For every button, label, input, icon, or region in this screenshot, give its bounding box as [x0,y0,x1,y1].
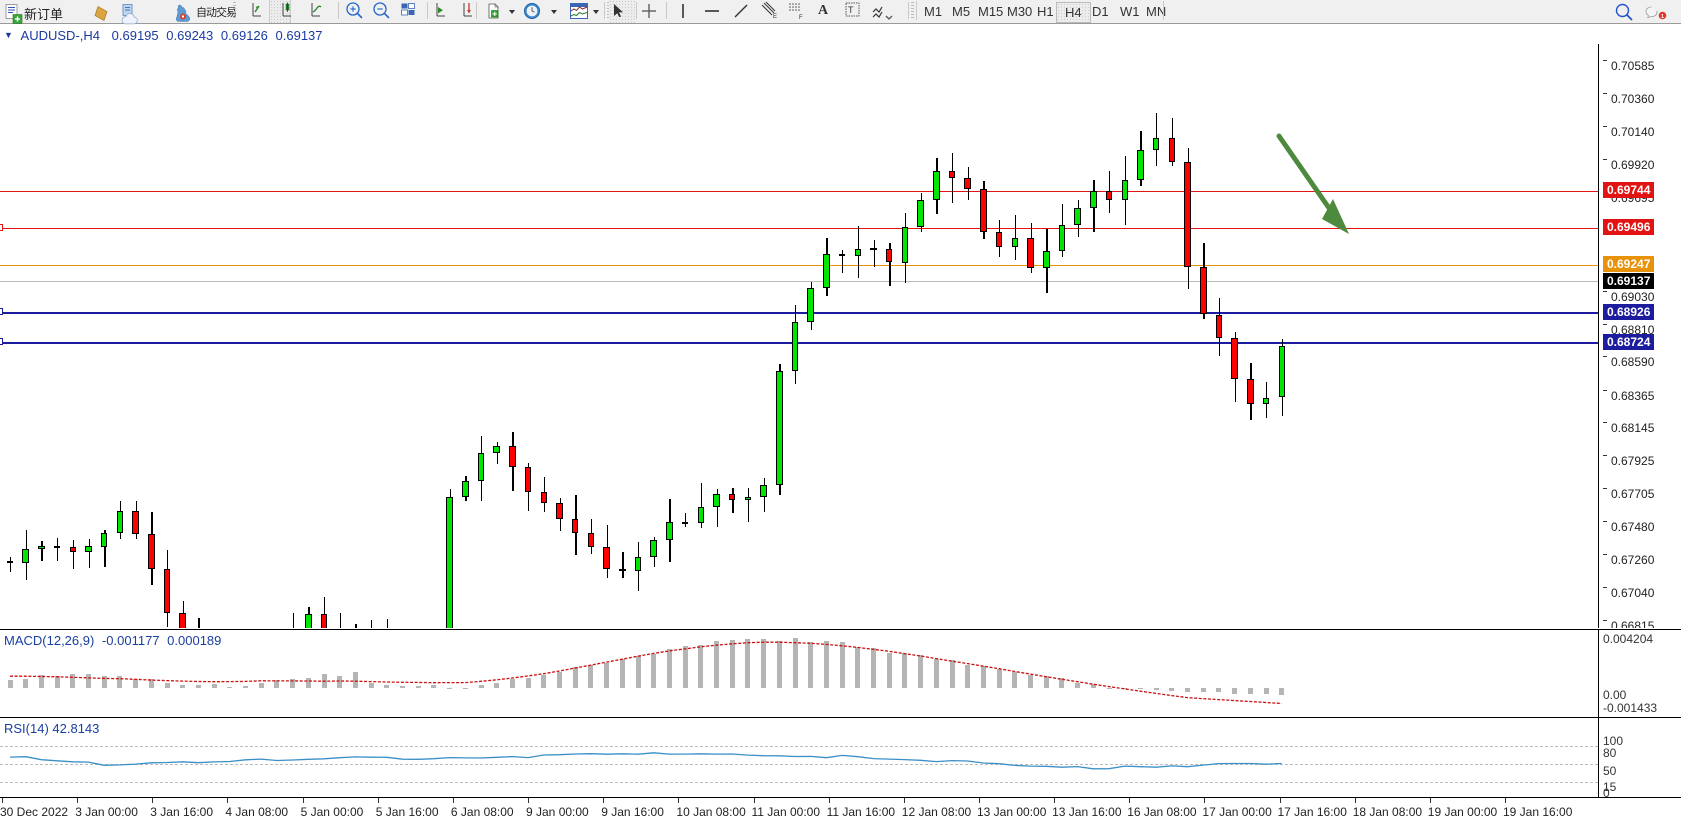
svg-text:T: T [848,5,854,15]
svg-text:E: E [773,14,777,19]
svg-text:F: F [799,15,803,20]
